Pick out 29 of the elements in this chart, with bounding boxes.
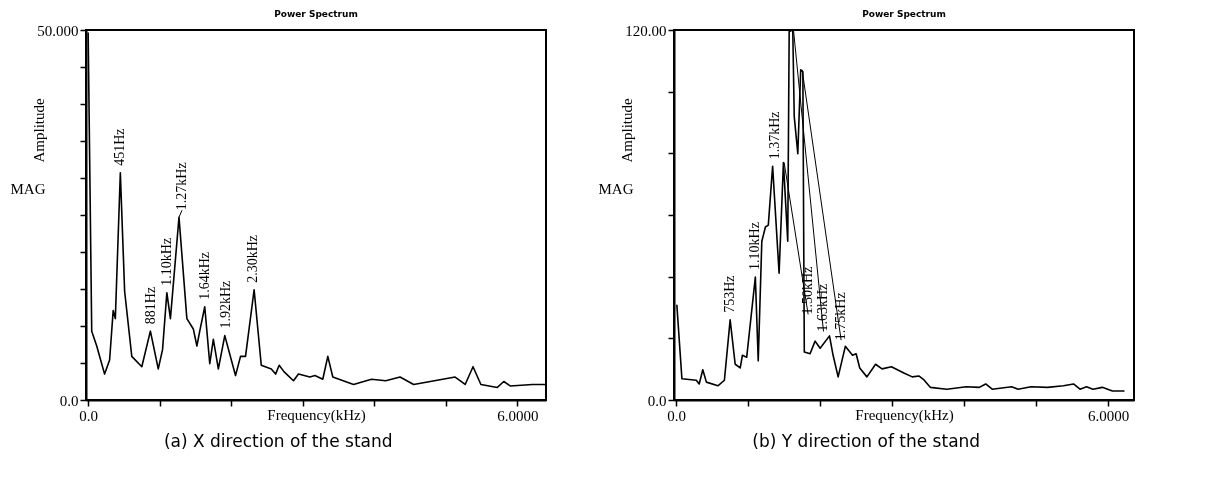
chart-title: Power Spectrum [862, 9, 946, 19]
annotation: 451Hz [112, 128, 128, 166]
x-tick-label: 0.0 [667, 407, 687, 424]
y-axis-title: Amplitude [618, 97, 635, 163]
annotation: 881Hz [143, 286, 159, 325]
y-tick-label: 50.000 [37, 22, 79, 39]
text: MAG [598, 181, 634, 198]
annotation: 1.50kHz [800, 266, 816, 315]
x-axis-title: Frequency(kHz) [267, 406, 366, 424]
y-axis-title: Amplitude [30, 97, 47, 163]
text: (b) Y direction of the stand [752, 431, 981, 451]
x-tick-label: 0.0 [79, 407, 99, 424]
annotation: 1.10kHz [747, 222, 763, 270]
x-tick-label: 6.0000 [1087, 407, 1130, 424]
text: (a) X direction of the stand [163, 431, 393, 451]
annotation: 1.64kHz [197, 251, 213, 300]
annotation: 753Hz [722, 275, 738, 313]
annotation: 2.30kHz [244, 234, 260, 283]
y-tick-label: 120.00 [625, 22, 667, 39]
annotation: 1.10kHz [158, 237, 174, 286]
x-axis-title: Frequency(kHz) [855, 406, 954, 424]
chart-title: Power Spectrum [274, 9, 358, 19]
text: MAG [10, 181, 46, 198]
annotation: 1.27kHz [174, 162, 189, 211]
annotation: 1.75kHz [833, 292, 849, 341]
annotation: 1.92kHz [217, 280, 233, 329]
annotation: 1.37kHz [766, 111, 782, 160]
annotation: 1.63kHz [815, 283, 831, 332]
x-tick-label: 6.0000 [497, 407, 539, 424]
